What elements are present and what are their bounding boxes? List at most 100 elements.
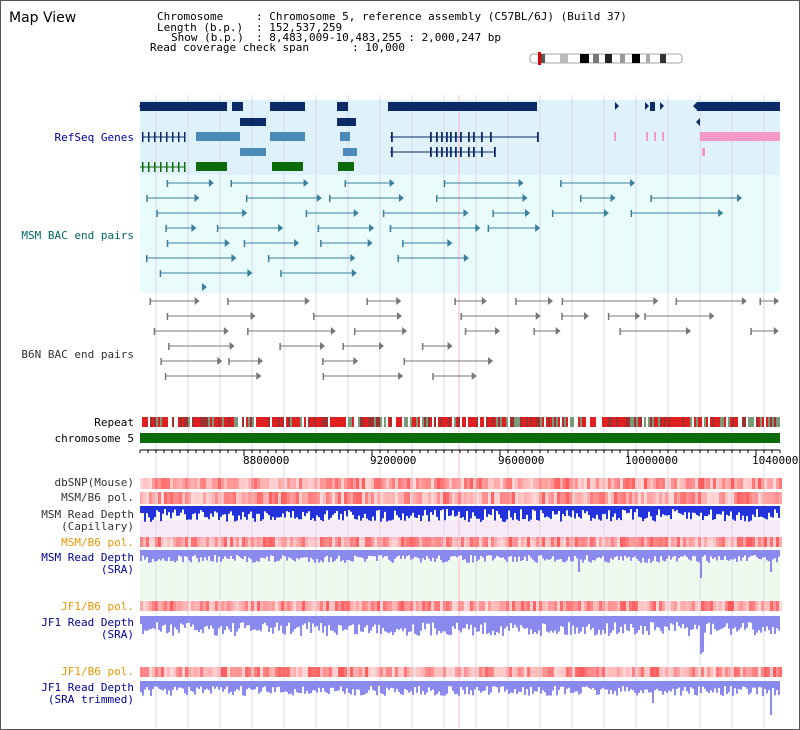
jf1-depth-trim-bar [702, 681, 704, 687]
repeat-element [592, 417, 594, 427]
dbsnp-cell [308, 478, 311, 489]
jf1-depth-sra-bar [778, 616, 780, 631]
repeat-element [146, 417, 148, 427]
msm-depth-cap-bar [288, 506, 290, 513]
repeat-element [572, 417, 574, 427]
msm-depth-sra-bar [492, 550, 494, 561]
msm-depth-sra-bar [402, 550, 404, 556]
jf1-depth-trim-bar [184, 681, 186, 694]
msm-bac-end [231, 254, 237, 262]
jf1-b6-pol-2-cell [398, 667, 401, 677]
jf1-b6-pol-2-cell [188, 667, 191, 677]
jf1-b6-pol-2-cell [737, 667, 740, 677]
repeat-element [186, 417, 188, 427]
jf1-depth-trim-bar [278, 681, 280, 687]
msm-bac-end [402, 240, 404, 247]
jf1-depth-trim-bar [568, 681, 570, 688]
msm-depth-sra-bar [228, 550, 230, 560]
jf1-depth-sra-bar [360, 616, 362, 632]
dbsnp-cell [761, 478, 764, 489]
msm-b6-pol-cell [464, 492, 467, 504]
msm-bac-end [382, 210, 385, 217]
jf1-depth-sra-bar [440, 616, 442, 634]
msm-depth-sra-bar [216, 550, 218, 563]
msm-depth-sra-bar [204, 550, 206, 558]
repeat-element [148, 417, 150, 427]
jf1-depth-sra-bar [268, 616, 270, 632]
jf1-depth-sra-bar [370, 616, 372, 631]
jf1-depth-sra-bar [332, 616, 334, 631]
msm-depth-cap-bar [336, 506, 338, 511]
msm-b6-pol-cell [197, 492, 200, 504]
msm-depth-cap-bar [196, 506, 198, 520]
msm-depth-cap-bar [584, 506, 586, 514]
jf1-depth-trim-bar [164, 681, 166, 689]
jf1-depth-sra-bar [728, 616, 730, 629]
jf1-depth-trim-bar [524, 681, 526, 695]
msm-b6-pol-2-cell [332, 537, 335, 547]
jf1-b6-pol-2-cell [569, 667, 572, 677]
jf1-depth-trim-bar [154, 681, 156, 687]
jf1-b6-pol-cell [446, 601, 449, 611]
repeat-element [326, 417, 328, 427]
jf1-b6-pol-cell [464, 601, 467, 611]
repeat-element [354, 417, 356, 427]
msm-depth-cap-bar [216, 506, 218, 513]
jf1-depth-trim-bar [566, 681, 568, 689]
dbsnp-cell [413, 478, 416, 489]
msm-b6-pol-cell [302, 492, 305, 504]
label-refseq-genes[interactable]: RefSeq Genes [54, 131, 134, 144]
repeat-element [756, 417, 758, 427]
jf1-depth-sra-bar [744, 616, 746, 630]
msm-b6-pol-2-cell [680, 537, 683, 547]
jf1-b6-pol-2-cell [635, 667, 638, 677]
msm-depth-sra-bar [284, 550, 286, 557]
jf1-b6-pol-2-cell [308, 667, 311, 677]
msm-b6-pol-cell [254, 492, 257, 504]
jf1-b6-pol-cell [146, 601, 149, 611]
msm-bac-end [353, 209, 359, 217]
jf1-depth-sra-bar [610, 616, 612, 633]
jf1-depth-sra-bar [644, 616, 646, 627]
msm-depth-sra-bar [660, 550, 662, 557]
label-b6n-bac[interactable]: B6N BAC end pairs [21, 348, 134, 361]
dbsnp-cell [593, 478, 596, 489]
jf1-depth-sra-bar [538, 616, 540, 631]
msm-depth-cap-bar [748, 506, 750, 522]
jf1-depth-trim-bar [616, 681, 618, 696]
length-value: : 152,537,259 [256, 21, 343, 34]
jf1-depth-sra-bar [272, 616, 274, 634]
msm-b6-pol-cell [698, 492, 701, 504]
depth-cap-bg [140, 520, 780, 540]
dbsnp-cell [518, 478, 521, 489]
msm-depth-cap-bar [646, 506, 648, 518]
msm-b6-pol-2-cell [371, 537, 374, 547]
repeat-element [470, 417, 472, 427]
msm-depth-cap-bar [656, 506, 658, 516]
dbsnp-cell [707, 478, 710, 489]
dbsnp-cell [407, 478, 410, 489]
msm-b6-pol-cell [482, 492, 485, 504]
label-msm-bac[interactable]: MSM BAC end pairs [21, 229, 134, 242]
msm-depth-cap-bar [230, 506, 232, 512]
msm-b6-pol-2-cell [743, 537, 746, 547]
msm-b6-pol-2-cell [272, 537, 275, 547]
msm-depth-sra-bar [636, 550, 638, 560]
repeat-element [370, 417, 372, 427]
jf1-b6-pol-cell [353, 601, 356, 611]
repeat-element [280, 417, 282, 427]
jf1-b6-pol-2-cell [470, 667, 473, 677]
jf1-b6-pol-2-cell [776, 667, 779, 677]
b6n-bac-end [403, 358, 406, 365]
jf1-depth-trim-bar [244, 681, 246, 696]
dbsnp-cell [347, 478, 350, 489]
msm-b6-pol-cell [539, 492, 542, 504]
jf1-depth-sra-bar [774, 616, 776, 634]
jf1-depth-trim-bar [166, 681, 168, 695]
msm-b6-pol-2-cell [344, 537, 347, 547]
gene-exon [494, 147, 496, 157]
repeat-element [540, 417, 542, 427]
dbsnp-cell [710, 478, 713, 489]
b6n-bac-end [432, 373, 434, 380]
